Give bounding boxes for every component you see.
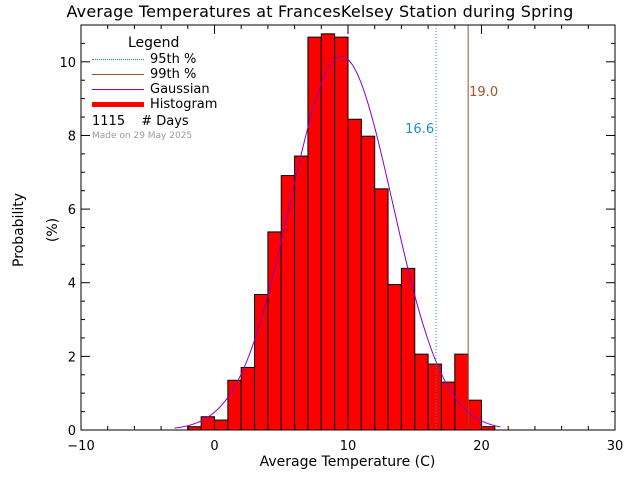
- days-count-row: 1115 # Days: [92, 114, 217, 129]
- x-tick-label: −10: [67, 439, 94, 454]
- percentile-label-0: 16.6: [405, 122, 434, 137]
- histogram-bar: [467, 399, 482, 431]
- legend-swatch-99th: [92, 74, 144, 75]
- legend-entry-95th: 95th %: [92, 52, 217, 67]
- legend: Legend 95th % 99th % Gaussian Histogram …: [92, 34, 217, 141]
- histogram-bar: [374, 188, 389, 431]
- histogram-bar: [400, 267, 416, 431]
- legend-label-gaussian: Gaussian: [150, 82, 210, 97]
- histogram-bar: [334, 36, 349, 431]
- histogram-bar: [427, 363, 442, 431]
- histogram-bar: [200, 416, 215, 431]
- legend-entry-histogram: Histogram: [92, 97, 217, 112]
- y-axis-label-line-1: Probability: [11, 192, 27, 268]
- legend-swatch-histogram: [92, 102, 144, 107]
- legend-title: Legend: [128, 35, 180, 51]
- y-tick-label: 2: [68, 350, 76, 365]
- histogram-bar: [320, 33, 336, 431]
- y-tick-label: 10: [59, 56, 76, 71]
- legend-swatch-gaussian: [92, 89, 144, 90]
- y-tick-label: 8: [68, 129, 76, 144]
- y-tick-label: 6: [68, 203, 76, 218]
- x-tick-label: 20: [473, 439, 490, 454]
- chart-title: Average Temperatures at FrancesKelsey St…: [66, 2, 574, 21]
- histogram-bar: [440, 381, 456, 431]
- x-axis-label: Average Temperature (C): [259, 454, 436, 470]
- gaussian-curve: [174, 55, 501, 429]
- y-axis-label: Probability (%): [11, 193, 61, 267]
- y-axis-label-line-2: (%): [45, 217, 61, 243]
- percentile-label-1: 19.0: [469, 85, 498, 100]
- y-tick-label: 4: [68, 277, 76, 292]
- legend-entry-99th: 99th %: [92, 67, 217, 82]
- histogram-bar: [214, 419, 229, 431]
- histogram-bar: [347, 118, 362, 431]
- legend-label-95th: 95th %: [150, 52, 197, 67]
- histogram-bar: [360, 135, 376, 431]
- histogram: [187, 33, 496, 431]
- legend-label-histogram: Histogram: [150, 97, 218, 112]
- x-tick-label: 10: [340, 439, 357, 454]
- made-on-note: Made on 29 May 2025: [92, 131, 193, 141]
- histogram-bar: [240, 366, 256, 431]
- legend-label-99th: 99th %: [150, 67, 197, 82]
- histogram-bar: [387, 284, 402, 431]
- y-tick-label: 0: [68, 424, 76, 439]
- histogram-bar: [454, 353, 469, 431]
- histogram-bar: [307, 36, 322, 431]
- x-tick-label: 30: [607, 439, 624, 454]
- histogram-bar: [414, 353, 429, 431]
- legend-entry-gaussian: Gaussian: [92, 82, 217, 97]
- days-label: # Days: [141, 114, 189, 129]
- legend-swatch-95th: [92, 59, 144, 60]
- histogram-bar: [294, 155, 309, 431]
- histogram-bar: [254, 294, 269, 431]
- histogram-bar: [267, 231, 282, 431]
- days-count: 1115: [92, 114, 126, 129]
- x-tick-label: 0: [210, 439, 218, 454]
